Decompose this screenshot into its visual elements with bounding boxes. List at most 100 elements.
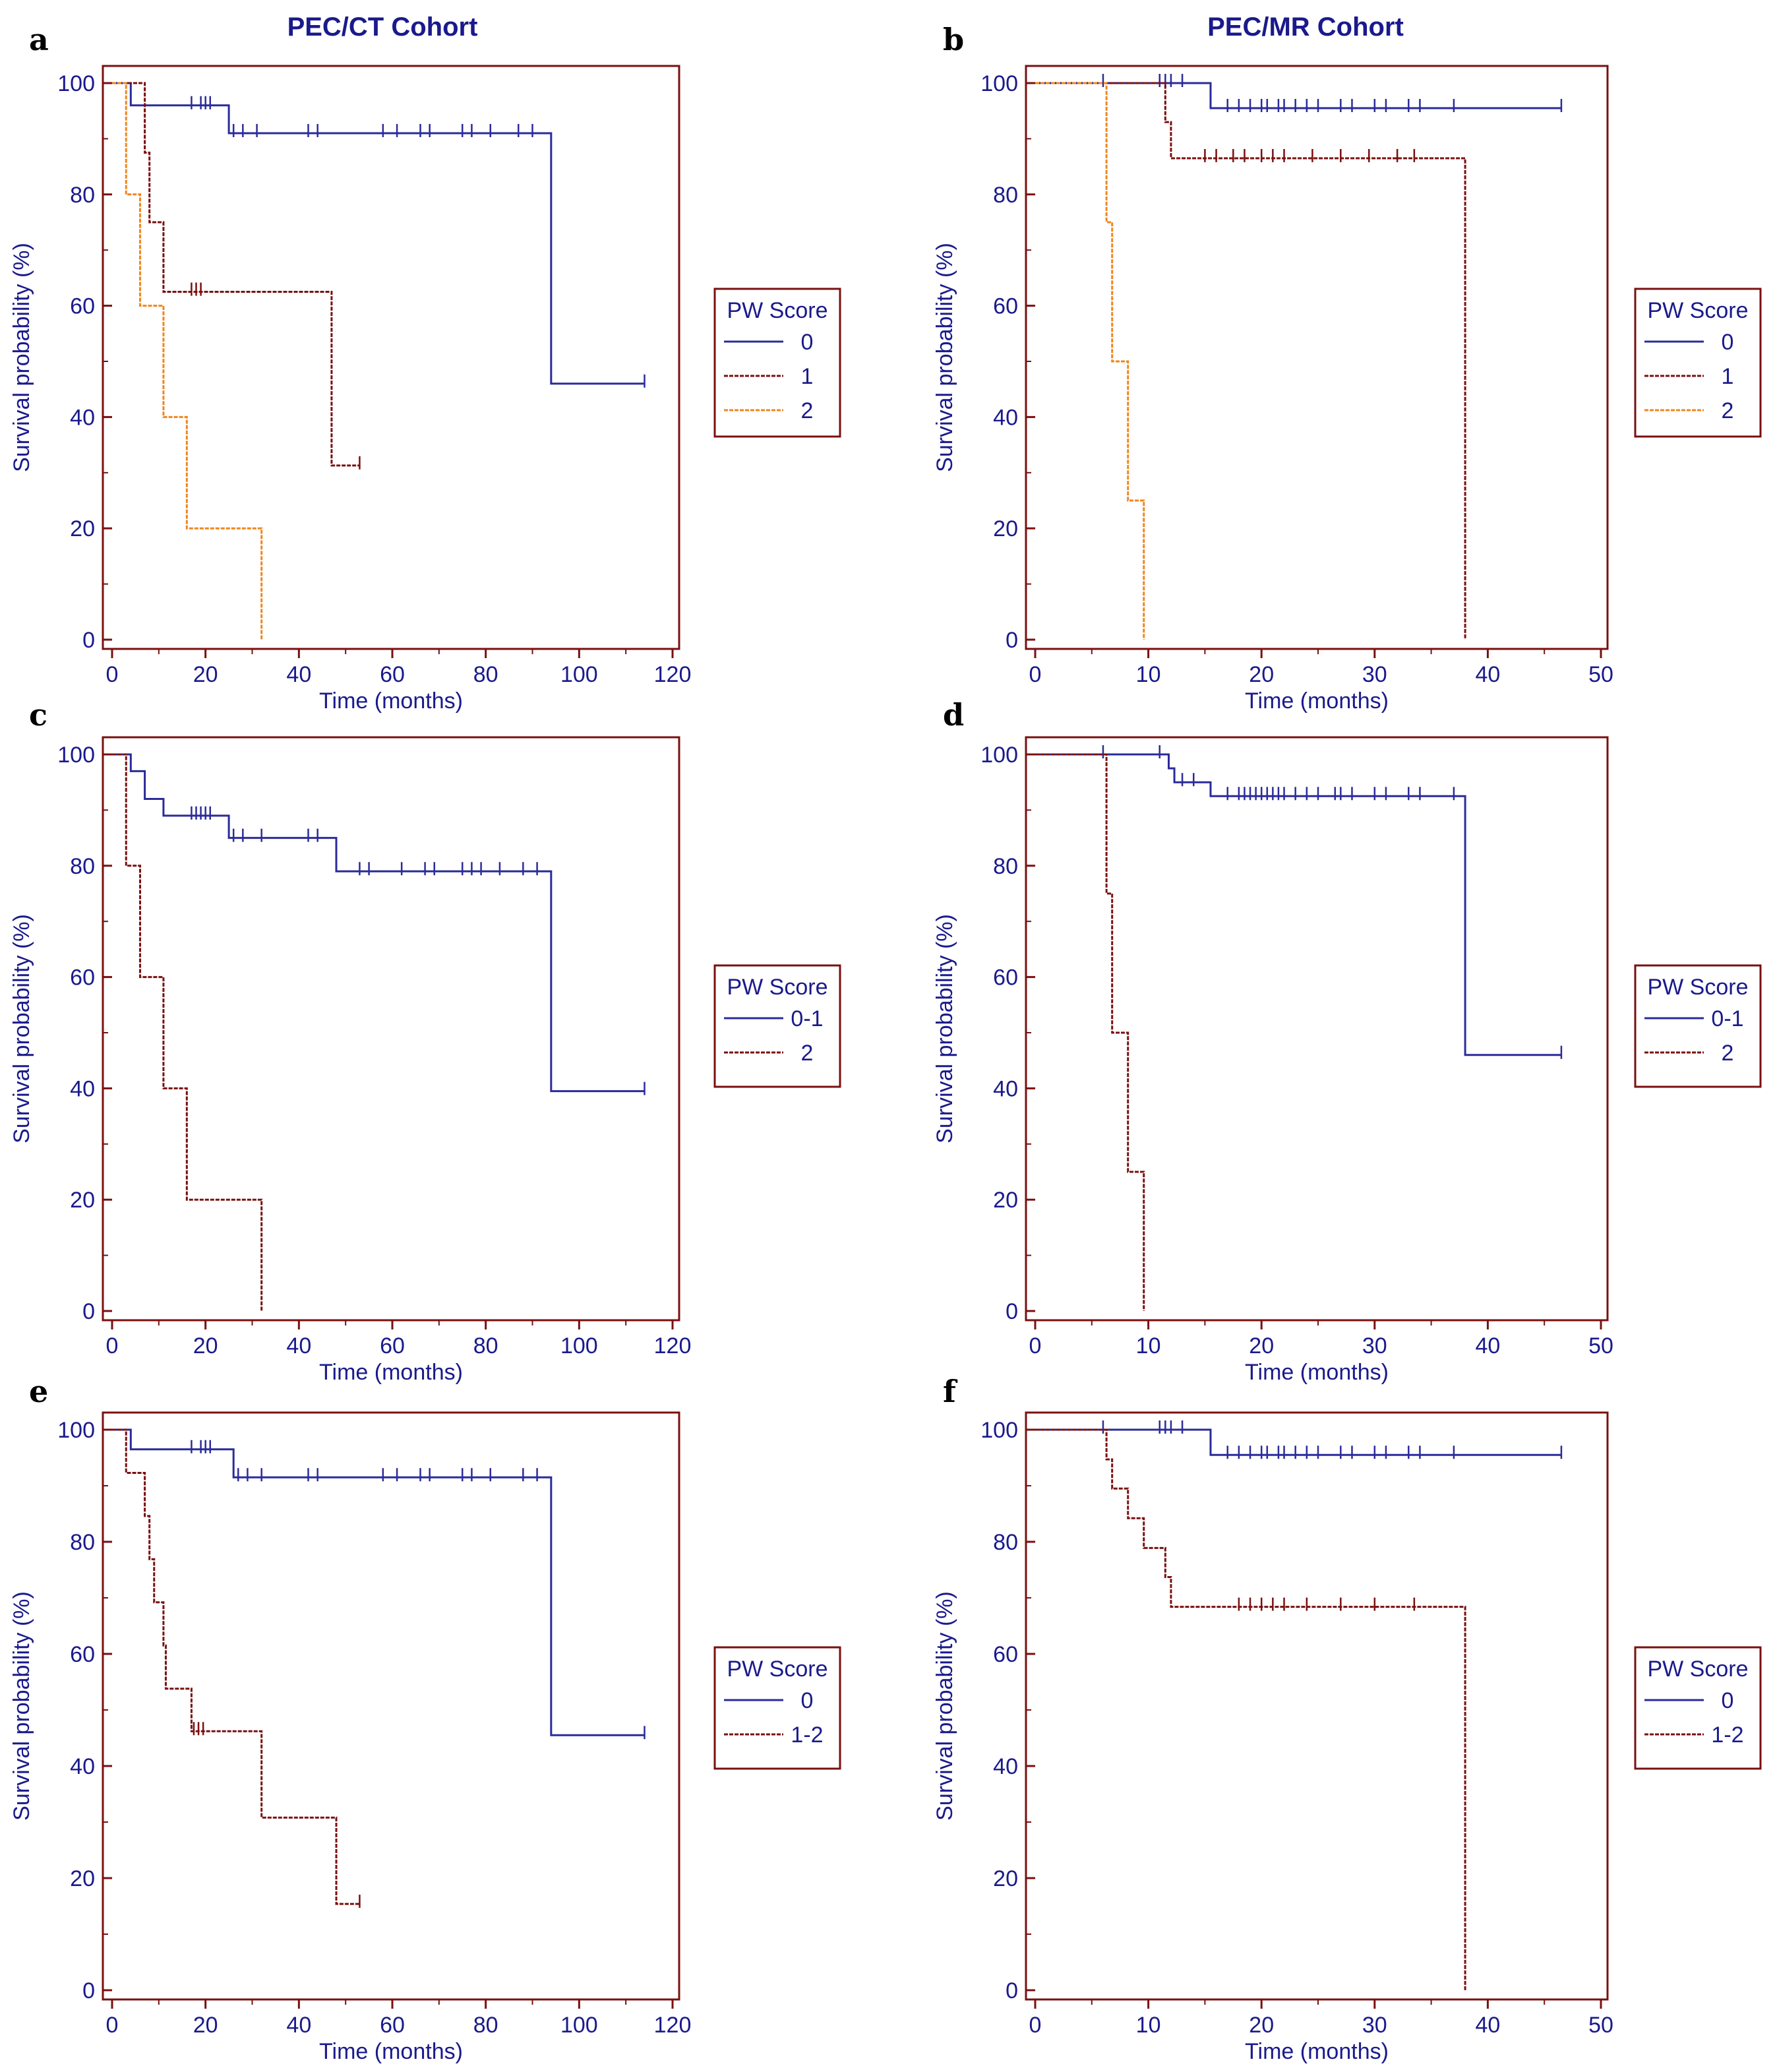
plot-frame xyxy=(1025,736,1609,1322)
legend-label: 1-2 xyxy=(1711,1722,1743,1748)
panel-letter: b xyxy=(943,22,964,57)
legend-label: 1 xyxy=(1722,364,1734,389)
panel-c: c 0 20 40 60 80 100 0 20 40 60 80 100 120 Time (months… xyxy=(9,697,841,1385)
y-tick-label: 20 xyxy=(993,1188,1018,1213)
y-axis-label: Survival probability (%) xyxy=(932,914,957,1143)
km-curve-1-2 xyxy=(1035,1428,1466,1990)
y-tick-label: 20 xyxy=(70,1866,95,1891)
x-tick-label: 10 xyxy=(1136,2013,1161,2038)
legend-title: PW Score xyxy=(727,975,827,1000)
legend-box xyxy=(1634,964,1762,1088)
panel-letter: f xyxy=(943,1374,958,1409)
plot-frame xyxy=(102,65,680,650)
x-tick-label: 40 xyxy=(1475,1333,1500,1358)
km-curve-2 xyxy=(112,753,263,1311)
y-tick-label: 0 xyxy=(82,1978,95,2003)
y-tick-label: 80 xyxy=(70,183,95,208)
panel-e: e 0 20 40 60 80 100 0 20 40 60 80 100 120 Time (months… xyxy=(9,1374,841,2064)
x-tick-label: 100 xyxy=(560,662,598,687)
legend-label: 0 xyxy=(1722,1688,1734,1713)
x-axis-label: Time (months) xyxy=(1245,1360,1389,1385)
y-axis-label: Survival probability (%) xyxy=(9,914,34,1143)
y-tick-label: 60 xyxy=(993,1642,1018,1667)
legend-label: 1 xyxy=(801,364,814,389)
legend-label: 0-1 xyxy=(791,1006,823,1031)
y-tick-label: 60 xyxy=(993,965,1018,990)
x-tick-label: 60 xyxy=(380,1333,405,1358)
x-tick-label: 120 xyxy=(654,662,692,687)
x-tick-label: 20 xyxy=(193,662,218,687)
legend-title: PW Score xyxy=(1647,975,1748,1000)
legend-box xyxy=(713,1646,841,1770)
x-tick-label: 80 xyxy=(473,2013,498,2038)
x-tick-label: 30 xyxy=(1362,2013,1387,2038)
x-tick-label: 100 xyxy=(560,1333,598,1358)
y-tick-label: 60 xyxy=(70,1642,95,1667)
km-curve-2 xyxy=(1035,82,1145,640)
km-curve-1-2 xyxy=(112,1428,360,1905)
legend-label: 0 xyxy=(1722,330,1734,355)
y-tick-label: 0 xyxy=(1006,628,1018,653)
x-tick-label: 0 xyxy=(106,662,119,687)
y-tick-label: 40 xyxy=(993,405,1018,430)
legend-box xyxy=(1634,1646,1762,1770)
km-curve-0-1 xyxy=(1035,753,1561,1056)
plot-frame xyxy=(1025,65,1609,650)
x-tick-label: 0 xyxy=(106,2013,119,2038)
x-tick-label: 50 xyxy=(1588,662,1613,687)
y-tick-label: 20 xyxy=(993,1866,1018,1891)
km-curve-0 xyxy=(112,1428,645,1736)
x-tick-label: 60 xyxy=(380,662,405,687)
panel-letter: e xyxy=(29,1374,48,1409)
x-tick-label: 0 xyxy=(1029,662,1042,687)
plot-frame xyxy=(102,736,680,1322)
y-tick-label: 80 xyxy=(993,183,1018,208)
y-tick-label: 40 xyxy=(70,1754,95,1779)
x-tick-label: 40 xyxy=(1475,2013,1500,2038)
x-tick-label: 0 xyxy=(1029,2013,1042,2038)
y-tick-label: 100 xyxy=(57,743,95,768)
legend-label: 2 xyxy=(1722,398,1734,423)
y-tick-label: 20 xyxy=(70,516,95,541)
x-tick-label: 120 xyxy=(654,2013,692,2038)
y-tick-label: 0 xyxy=(1006,1299,1018,1324)
km-curve-0 xyxy=(1035,1428,1561,1456)
panel-f: f 0 20 40 60 80 100 0 10 20 30 40 50 Time (months) Sur… xyxy=(932,1374,1762,2064)
y-tick-label: 100 xyxy=(57,1418,95,1443)
y-tick-label: 60 xyxy=(993,294,1018,319)
legend-label: 0 xyxy=(801,1688,814,1713)
y-tick-label: 0 xyxy=(82,1299,95,1324)
km-curve-1 xyxy=(1035,82,1466,640)
y-axis-label: Survival probability (%) xyxy=(9,1591,34,1821)
legend-label: 2 xyxy=(801,398,814,423)
y-tick-label: 0 xyxy=(1006,1978,1018,2003)
y-tick-label: 40 xyxy=(993,1754,1018,1779)
y-tick-label: 100 xyxy=(980,71,1018,96)
x-tick-label: 20 xyxy=(193,2013,218,2038)
legend-box xyxy=(713,288,841,438)
y-axis-label: Survival probability (%) xyxy=(932,243,957,472)
x-tick-label: 60 xyxy=(380,2013,405,2038)
legend-box xyxy=(1634,288,1762,438)
x-tick-label: 30 xyxy=(1362,1333,1387,1358)
km-curve-0 xyxy=(112,82,645,385)
x-tick-label: 80 xyxy=(473,662,498,687)
y-axis-label: Survival probability (%) xyxy=(9,243,34,472)
y-tick-label: 40 xyxy=(70,405,95,430)
legend-label: 1-2 xyxy=(791,1722,823,1748)
x-tick-label: 20 xyxy=(193,1333,218,1358)
x-tick-label: 40 xyxy=(286,2013,311,2038)
x-tick-label: 30 xyxy=(1362,662,1387,687)
km-curve-2 xyxy=(112,82,263,640)
x-axis-label: Time (months) xyxy=(319,688,463,714)
plot-frame xyxy=(102,1411,680,2001)
legend-label: 0-1 xyxy=(1711,1006,1743,1031)
x-tick-label: 0 xyxy=(106,1333,119,1358)
x-axis-label: Time (months) xyxy=(319,1360,463,1385)
y-tick-label: 20 xyxy=(993,516,1018,541)
legend-label: 2 xyxy=(1722,1041,1734,1066)
y-tick-label: 40 xyxy=(993,1076,1018,1101)
x-tick-label: 50 xyxy=(1588,2013,1613,2038)
panel-d: d 0 20 40 60 80 100 0 10 20 30 40 50 Time (months) Sur… xyxy=(932,697,1762,1385)
